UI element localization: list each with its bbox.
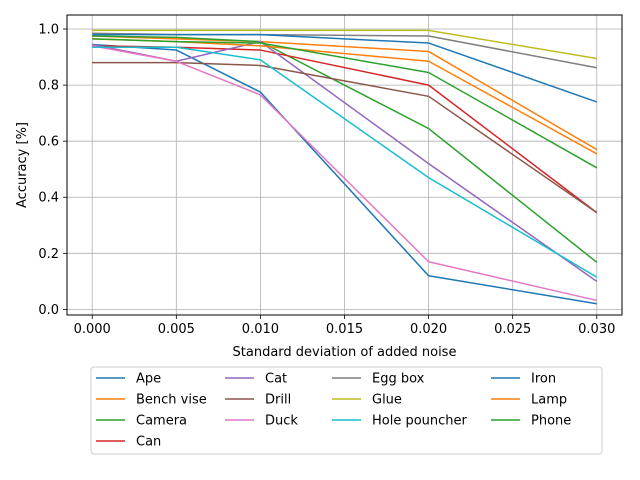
series-lines <box>92 29 598 305</box>
legend-label: Hole pouncher <box>372 414 468 429</box>
legend-label: Lamp <box>531 393 567 408</box>
axis-ticks: 0.000 0.005 0.010 0.015 0.020 0.025 0.030 0.0 0.… <box>38 23 615 337</box>
legend-label: Camera <box>136 414 187 429</box>
series-line-hole-pouncher <box>92 46 598 278</box>
y-tick-label: 0.8 <box>38 79 59 94</box>
y-tick-label: 0.2 <box>38 247 59 262</box>
y-tick-label: 0.6 <box>38 135 59 150</box>
legend-label: Cat <box>265 372 287 387</box>
legend-label: Glue <box>372 393 402 408</box>
legend-label: Egg box <box>372 372 425 387</box>
x-axis-label: Standard deviation of added noise <box>233 345 457 360</box>
series-line-ape <box>92 43 597 305</box>
y-tick-label: 1.0 <box>38 23 59 38</box>
y-tick-label: 0.0 <box>38 303 59 318</box>
y-tick-label: 0.4 <box>38 191 59 206</box>
legend-label: Duck <box>265 414 298 429</box>
y-axis-label: Accuracy [%] <box>15 122 30 208</box>
legend-label: Ape <box>136 372 161 387</box>
series-line-iron <box>92 33 598 103</box>
x-tick-label: 0.020 <box>410 322 447 337</box>
legend: Ape Bench vise Camera Can Cat Drill Duck Egg bo… <box>90 366 603 455</box>
legend-label: Phone <box>531 414 571 429</box>
x-tick-label: 0.015 <box>326 322 363 337</box>
legend-label: Iron <box>531 372 556 387</box>
series-line-drill <box>92 61 598 214</box>
legend-label: Can <box>136 435 161 450</box>
x-tick-label: 0.000 <box>74 322 111 337</box>
x-tick-label: 0.010 <box>242 322 279 337</box>
series-line-duck <box>92 45 597 302</box>
legend-box <box>90 366 603 455</box>
x-tick-label: 0.025 <box>494 322 531 337</box>
series-line-glue <box>92 29 597 60</box>
series-line-phone <box>92 38 598 169</box>
x-tick-label: 0.005 <box>158 322 195 337</box>
legend-label: Bench vise <box>136 393 207 408</box>
legend-label: Drill <box>265 393 291 408</box>
x-tick-label: 0.030 <box>578 322 615 337</box>
